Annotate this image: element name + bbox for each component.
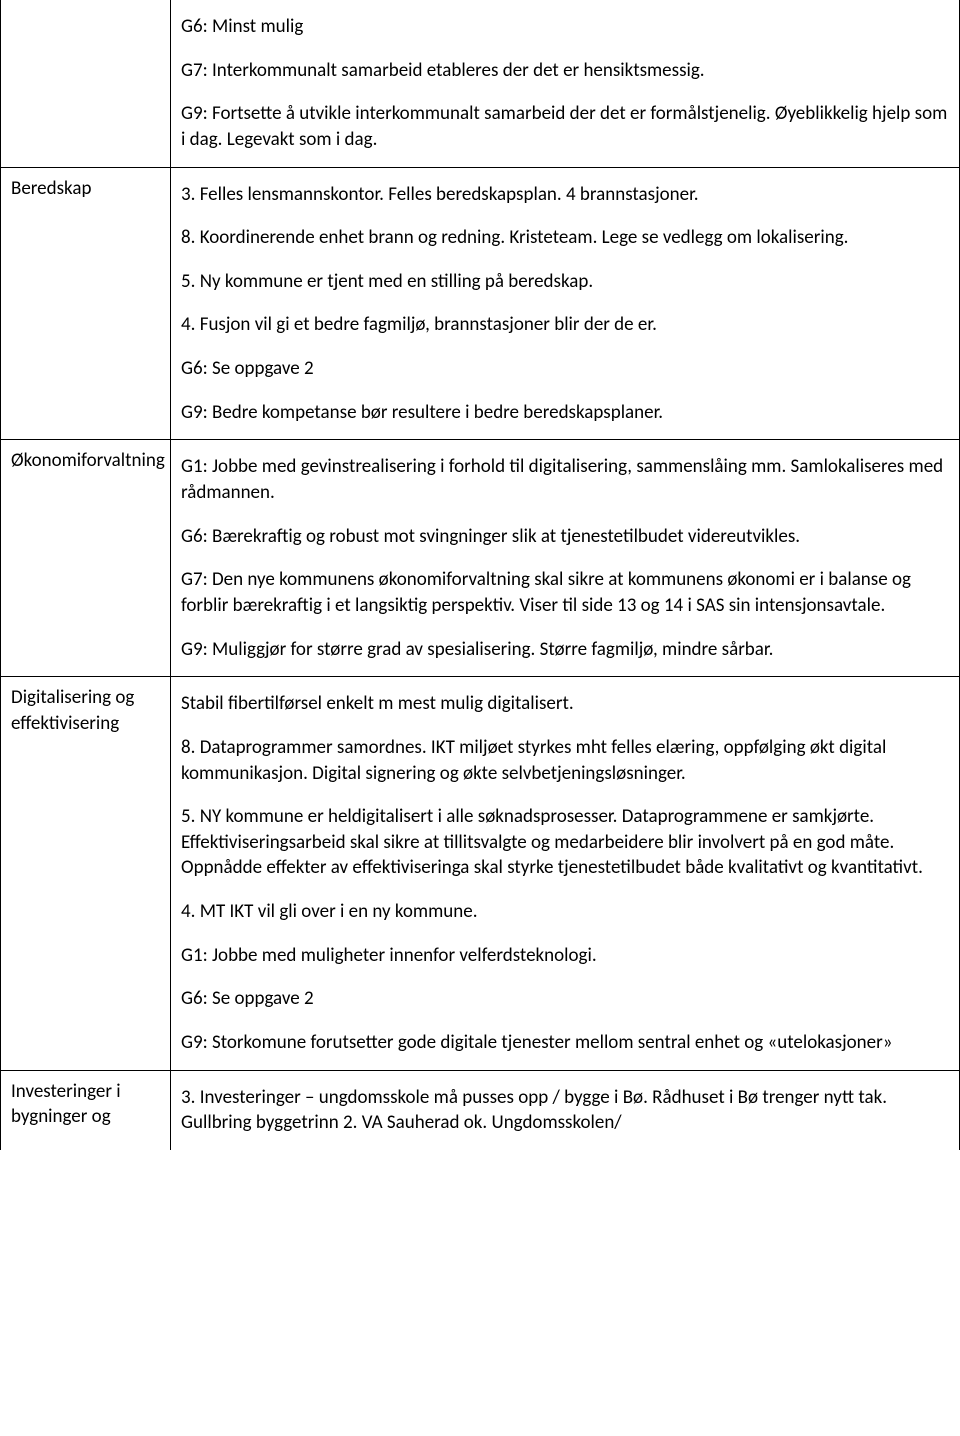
paragraph: 5. Ny kommune er tjent med en stilling p… — [181, 269, 949, 295]
table-row: Økonomiforvaltning G1: Jobbe med gevinstr… — [1, 440, 960, 677]
table-body: G6: Minst mulig G7: Interkommunalt samarb… — [1, 0, 960, 1150]
paragraph: G6: Bærekraftig og robust mot svingninge… — [181, 524, 949, 550]
table-row: G6: Minst mulig G7: Interkommunalt samarb… — [1, 0, 960, 167]
row-label-cell — [1, 0, 171, 167]
content-table: G6: Minst mulig G7: Interkommunalt samarb… — [0, 0, 960, 1150]
row-label: Investeringer i bygninger og — [11, 1079, 160, 1130]
paragraph: 8. Dataprogrammer samordnes. IKT miljøet… — [181, 735, 949, 786]
paragraph: G9: Storkomune forutsetter gode digitale… — [181, 1030, 949, 1056]
document-page: G6: Minst mulig G7: Interkommunalt samarb… — [0, 0, 960, 1150]
paragraph: Stabil fibertilførsel enkelt m mest muli… — [181, 691, 949, 717]
row-label-cell: Digitalisering og effektivisering — [1, 677, 171, 1070]
row-label: Digitalisering og effektivisering — [11, 685, 160, 736]
row-label-cell: Beredskap — [1, 167, 171, 440]
paragraph: G9: Muliggjør for større grad av spesial… — [181, 637, 949, 663]
row-label: Beredskap — [11, 176, 160, 202]
row-label-cell: Økonomiforvaltning — [1, 440, 171, 677]
paragraph: G6: Minst mulig — [181, 14, 949, 40]
paragraph: G9: Bedre kompetanse bør resultere i bed… — [181, 400, 949, 426]
paragraph: G7: Den nye kommunens økonomiforvaltning… — [181, 567, 949, 618]
paragraph: 8. Koordinerende enhet brann og redning.… — [181, 225, 949, 251]
row-label-cell: Investeringer i bygninger og — [1, 1070, 171, 1150]
paragraph: 4. Fusjon vil gi et bedre fagmiljø, bran… — [181, 312, 949, 338]
row-content-cell: 3. Felles lensmannskontor. Felles bereds… — [171, 167, 960, 440]
paragraph: 4. MT IKT vil gli over i en ny kommune. — [181, 899, 949, 925]
table-row: Digitalisering og effektivisering Stabil … — [1, 677, 960, 1070]
paragraph: G1: Jobbe med muligheter innenfor velfer… — [181, 943, 949, 969]
table-row: Beredskap 3. Felles lensmannskontor. Fell… — [1, 167, 960, 440]
row-label: Økonomiforvaltning — [11, 448, 160, 474]
paragraph: G9: Fortsette å utvikle interkommunalt s… — [181, 101, 949, 152]
table-row: Investeringer i bygninger og 3. Investeri… — [1, 1070, 960, 1150]
paragraph: G6: Se oppgave 2 — [181, 986, 949, 1012]
row-content-cell: G1: Jobbe med gevinstrealisering i forho… — [171, 440, 960, 677]
row-content-cell: Stabil fibertilførsel enkelt m mest muli… — [171, 677, 960, 1070]
paragraph: 3. Investeringer – ungdomsskole må pusse… — [181, 1085, 949, 1136]
paragraph: 3. Felles lensmannskontor. Felles bereds… — [181, 182, 949, 208]
row-content-cell: 3. Investeringer – ungdomsskole må pusse… — [171, 1070, 960, 1150]
row-content-cell: G6: Minst mulig G7: Interkommunalt samarb… — [171, 0, 960, 167]
paragraph: G6: Se oppgave 2 — [181, 356, 949, 382]
paragraph: G1: Jobbe med gevinstrealisering i forho… — [181, 454, 949, 505]
paragraph: 5. NY kommune er heldigitalisert i alle … — [181, 804, 949, 881]
paragraph: G7: Interkommunalt samarbeid etableres d… — [181, 58, 949, 84]
